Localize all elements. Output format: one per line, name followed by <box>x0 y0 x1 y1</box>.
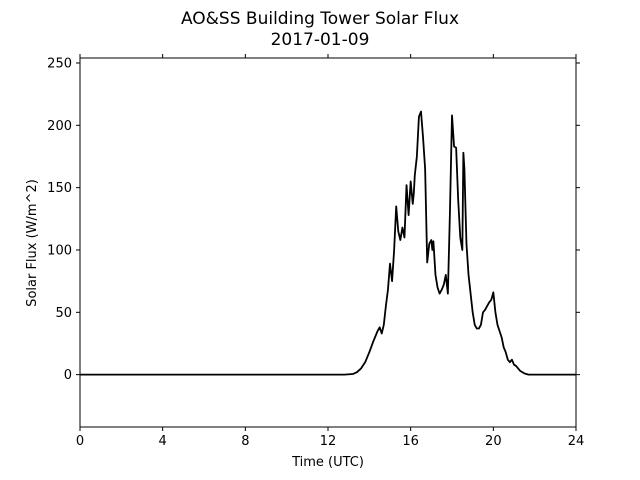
y-tick-label: 250 <box>47 56 72 71</box>
chart-subtitle: 2017-01-09 <box>271 30 370 50</box>
plot-area <box>80 110 576 376</box>
series-line-0 <box>80 110 576 376</box>
y-axis-label: Solar Flux (W/m^2) <box>25 179 40 307</box>
y-tick-label: 150 <box>47 181 72 196</box>
x-tick-label: 20 <box>485 434 502 449</box>
x-tick-label: 4 <box>159 434 167 449</box>
x-axis-ticks: 0 4 8 12 16 20 24 <box>76 54 584 449</box>
y-axis-ticks: 0 50 100 150 200 250 <box>47 56 580 383</box>
y-tick-label: 0 <box>64 368 72 383</box>
y-tick-label: 100 <box>47 243 72 258</box>
x-tick-label: 16 <box>402 434 419 449</box>
plot-frame <box>79 57 577 428</box>
x-axis-label: Time (UTC) <box>291 455 364 470</box>
chart-title: AO&SS Building Tower Solar Flux <box>181 9 459 29</box>
y-tick-label: 200 <box>47 119 72 134</box>
x-tick-label: 8 <box>241 434 249 449</box>
x-tick-label: 24 <box>568 434 585 449</box>
x-tick-label: 12 <box>320 434 337 449</box>
y-tick-label: 50 <box>55 306 72 321</box>
x-tick-label: 0 <box>76 434 84 449</box>
